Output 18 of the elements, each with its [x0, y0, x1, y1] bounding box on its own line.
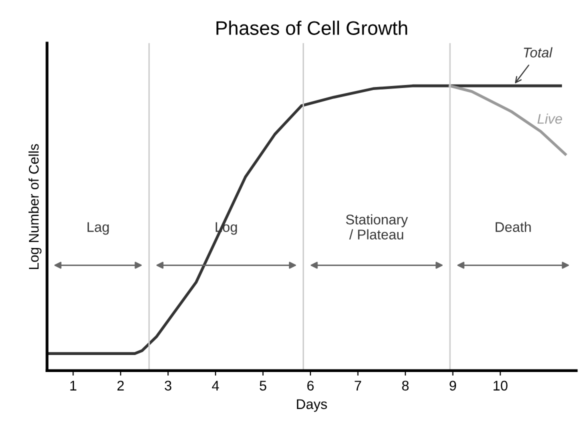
x-axis-title: Days: [296, 399, 327, 412]
x-tick-label: 8: [402, 380, 409, 391]
annotation: Stationary / Plateau: [346, 214, 408, 240]
x-tick-label: 9: [450, 380, 456, 391]
x-tick-label: 6: [307, 380, 314, 391]
x-tick-label: 4: [212, 380, 219, 390]
x-tick-label: 1: [70, 380, 76, 390]
x-tick-label: 3: [164, 380, 172, 391]
x-tick-label: 2: [117, 380, 124, 390]
text: Total: [524, 47, 553, 58]
x-tick-label: 7: [354, 380, 362, 390]
annotation: Death: [496, 222, 531, 232]
chart-title: Phases of Cell Growth: [216, 20, 408, 35]
series-label: Live: [537, 114, 562, 124]
annotation: Lag: [88, 222, 109, 235]
x-tick-label: 10: [494, 380, 508, 391]
x-tick-label: 5: [260, 380, 266, 391]
y-axis-title: Log Number of Cells: [28, 144, 42, 270]
